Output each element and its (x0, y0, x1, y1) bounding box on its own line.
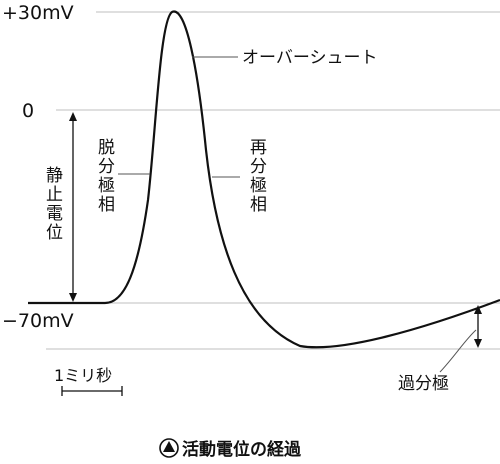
caption-text: 活動電位の経過 (182, 439, 302, 460)
overshoot-label: オーバーシュート (242, 48, 378, 68)
repolarization-label: 再分極相 (246, 138, 267, 214)
hyperpolarization-leader-line (439, 329, 477, 373)
zero-label: 0 (22, 100, 34, 122)
minus70-label: −70mV (2, 310, 74, 332)
resting-arrow-head-bottom (69, 293, 77, 302)
hyper-arrow-head-bottom (474, 339, 482, 348)
action-potential-curve (28, 10, 500, 349)
caption-triangle-icon (163, 441, 175, 452)
hyperpolarization-label: 過分極 (398, 374, 449, 394)
depolarization-label: 脱分極相 (94, 138, 115, 214)
caption: 活動電位の経過 (159, 438, 302, 460)
time-scale-label: 1ミリ秒 (54, 366, 112, 385)
resting-arrow-head-top (69, 112, 77, 121)
hyper-arrow-head-top (474, 305, 482, 314)
resting-potential-label: 静止電位 (42, 166, 63, 242)
plus30-label: +30mV (2, 2, 74, 24)
